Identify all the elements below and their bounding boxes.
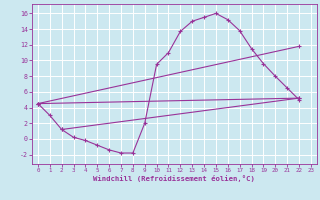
X-axis label: Windchill (Refroidissement éolien,°C): Windchill (Refroidissement éolien,°C) [93, 175, 255, 182]
